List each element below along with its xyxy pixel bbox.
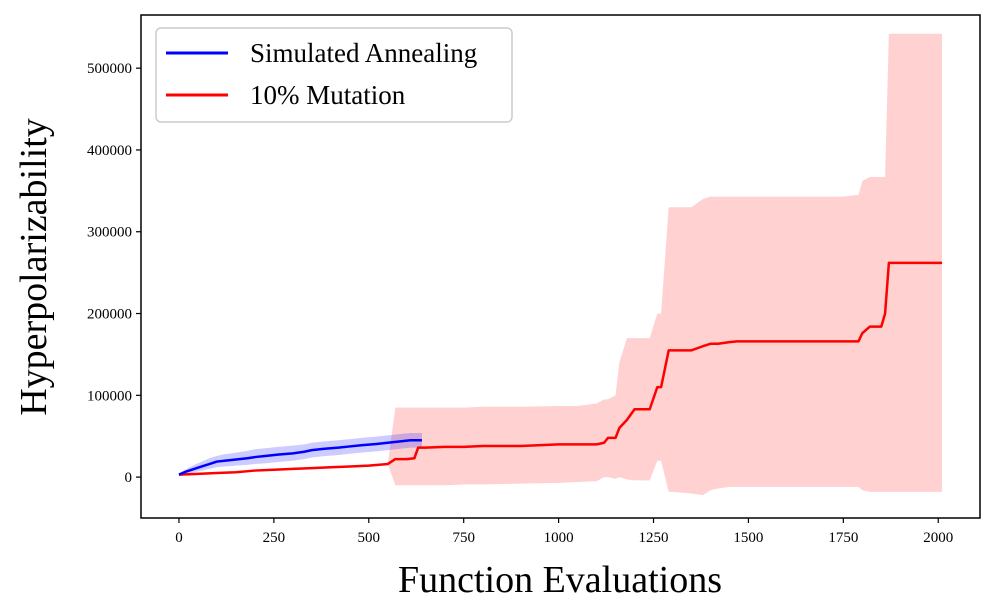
series-lines: [178, 261, 943, 476]
confidence-bands: [178, 33, 943, 496]
x-tick-label: 1000: [544, 530, 574, 546]
y-tick-label: 400000: [87, 143, 132, 159]
legend-label-10-mutation: 10% Mutation: [250, 80, 406, 110]
line-10-mutation: [178, 261, 943, 476]
x-tick-label: 1750: [828, 530, 858, 546]
y-tick-label: 300000: [87, 225, 132, 241]
x-tick-label: 1500: [733, 530, 763, 546]
line-simulated-annealing: [178, 439, 422, 476]
x-axis-title: Function Evaluations: [398, 559, 722, 601]
y-tick-label: 500000: [87, 61, 132, 77]
plot-frame: [140, 14, 981, 519]
y-tick-label: 100000: [87, 388, 132, 404]
x-axis-ticks: 0 250 500 750 1000 1250 1500 1750 2000: [175, 518, 953, 546]
legend-label-simulated-annealing: Simulated Annealing: [250, 38, 477, 68]
x-tick-label: 750: [452, 530, 475, 546]
x-tick-label: 500: [358, 530, 381, 546]
y-tick-label: 0: [125, 470, 133, 486]
y-axis-title: Hyperpolarizability: [13, 118, 55, 416]
x-tick-label: 0: [175, 530, 183, 546]
y-axis-ticks: 0 100000 200000 300000 400000 500000: [87, 61, 141, 486]
x-tick-label: 1250: [639, 530, 669, 546]
y-tick-label: 200000: [87, 307, 132, 323]
band-simulated-annealing: [178, 432, 422, 477]
x-tick-label: 2000: [923, 530, 953, 546]
legend-box: [155, 27, 513, 123]
legend: Simulated Annealing 10% Mutation: [155, 27, 513, 123]
x-tick-label: 250: [263, 530, 286, 546]
band-10-mutation: [178, 33, 943, 496]
